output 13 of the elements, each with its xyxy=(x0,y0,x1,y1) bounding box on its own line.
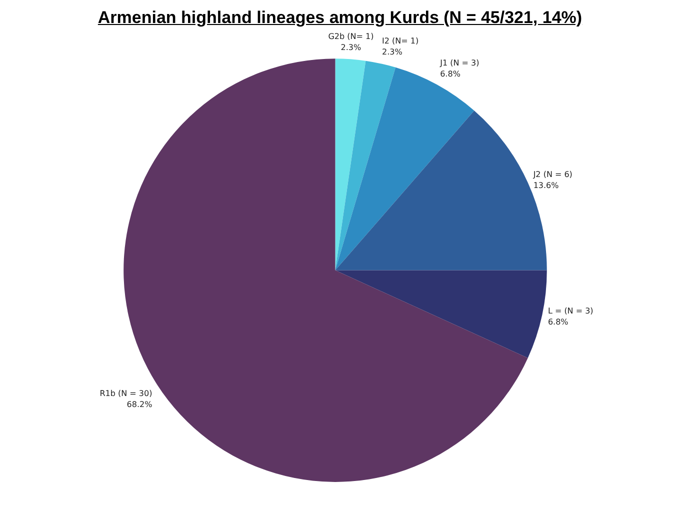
slice-label: G2b (N= 1) xyxy=(328,32,374,42)
slice-label: I2 (N= 1) xyxy=(382,36,419,46)
data-label: 2.3% xyxy=(340,43,362,52)
slice-label: L = (N = 3) xyxy=(548,306,594,316)
slice-label: J1 (N = 3) xyxy=(439,58,480,68)
data-label: 68.2% xyxy=(126,400,153,410)
chart-title: Armenian highland lineages among Kurds (N = 45/321, 14%) xyxy=(96,8,584,28)
data-label: 13.6% xyxy=(533,181,560,190)
data-label: 6.8% xyxy=(440,70,461,79)
slice-label: J2 (N = 6) xyxy=(532,170,572,180)
slice-label: R1b (N = 30) xyxy=(100,389,152,398)
data-label: 6.8% xyxy=(548,317,569,326)
data-label: 2.3% xyxy=(382,48,403,57)
